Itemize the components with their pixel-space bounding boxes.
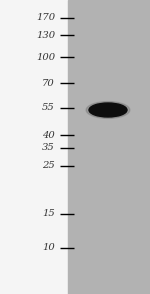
Ellipse shape xyxy=(86,102,130,118)
Text: 25: 25 xyxy=(42,161,55,171)
Text: 40: 40 xyxy=(42,131,55,139)
Text: 35: 35 xyxy=(42,143,55,153)
Text: 100: 100 xyxy=(36,53,55,61)
Text: 130: 130 xyxy=(36,31,55,39)
Ellipse shape xyxy=(89,103,127,117)
Text: 15: 15 xyxy=(42,210,55,218)
Text: 70: 70 xyxy=(42,78,55,88)
Text: 10: 10 xyxy=(42,243,55,253)
Bar xyxy=(68,0,150,294)
Text: 55: 55 xyxy=(42,103,55,113)
Text: 170: 170 xyxy=(36,14,55,23)
Bar xyxy=(0,0,68,294)
